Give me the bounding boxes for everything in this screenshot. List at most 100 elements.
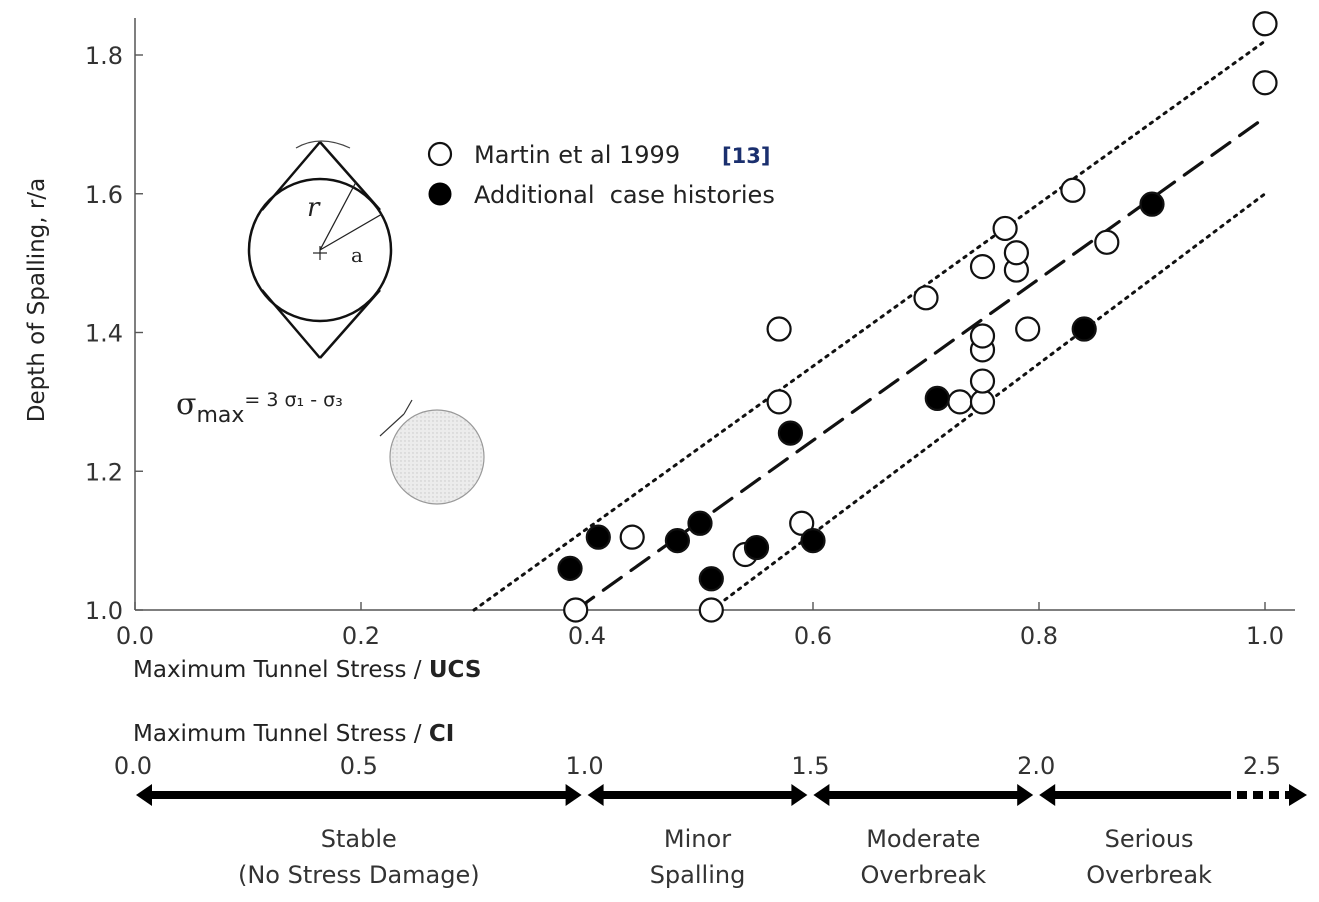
sigma-subscript: max	[196, 403, 244, 428]
zone-label-line2: Overbreak	[1086, 861, 1212, 889]
x-tick-label: 0.6	[794, 622, 832, 650]
y-tick-label: 1.4	[85, 320, 123, 348]
ci-tick-label: 1.5	[791, 752, 829, 780]
filled-data-point	[1071, 316, 1097, 342]
zone-label-line2: Overbreak	[860, 861, 986, 889]
ci-tick-label: 0.0	[114, 752, 152, 780]
y-tick-label: 1.2	[85, 458, 123, 486]
open-data-point	[563, 597, 589, 623]
legend-filled-marker	[428, 182, 452, 206]
trend-line-dotted	[709, 192, 1267, 612]
spall-notch-outline	[261, 141, 381, 359]
open-data-point	[789, 510, 815, 536]
legend-label-additional: Additional case histories	[474, 181, 775, 209]
ci-tick-labels: 0.0 0.5 1.0 1.5 2.0 2.5	[114, 752, 1281, 780]
y-axis-label: Depth of Spalling, r/a	[24, 178, 50, 422]
x-tick-label: 0.8	[1020, 622, 1058, 650]
legend-open-marker	[427, 141, 453, 167]
y-tick-label: 1.6	[85, 181, 123, 209]
open-data-point	[992, 215, 1018, 242]
open-data-point	[766, 316, 792, 342]
sigma-equation: = 3 σ₁ - σ₃	[244, 389, 342, 411]
legend-label-martin: Martin et al 1999	[474, 141, 680, 169]
x-axis-label-bold: UCS	[429, 657, 482, 683]
filled-data-point	[777, 420, 804, 446]
ci-axis-label-bold: CI	[429, 721, 454, 747]
ci-axis-label: Maximum Tunnel Stress / CI	[133, 721, 454, 747]
filled-data-point	[924, 385, 950, 412]
trend-lines	[472, 39, 1267, 612]
legend: Martin et al 1999 [13] Additional case h…	[427, 141, 775, 209]
zone-arrow-head-right	[565, 784, 582, 806]
zone-label-line2: Spalling	[650, 861, 746, 889]
x-axis-label-text: Maximum Tunnel Stress /	[133, 657, 429, 683]
x-tick-labels: 0.0 0.2 0.4 0.6 0.8 1.0	[116, 622, 1284, 650]
zone-label-line1: Stable	[321, 825, 397, 853]
open-data-point	[969, 368, 996, 394]
filled-data-point	[1139, 191, 1165, 217]
filled-data-point	[743, 534, 770, 561]
open-data-point	[1252, 11, 1278, 37]
open-data-point	[1252, 70, 1278, 96]
legend-ref: [13]	[722, 144, 770, 168]
sample-circle	[389, 409, 485, 505]
zone-label-line1: Minor	[664, 825, 731, 853]
ci-tick-label: 0.5	[340, 752, 378, 780]
open-data-point	[766, 389, 792, 415]
zone-label-line1: Moderate	[866, 825, 980, 853]
ci-zone-arrows	[136, 784, 1307, 806]
open-data-point	[913, 285, 939, 311]
y-tick-labels: 1.0 1.2 1.4 1.6 1.8	[85, 42, 123, 625]
zone-arrow-head-left	[136, 784, 152, 806]
zone-arrow-head-right	[1017, 784, 1034, 806]
ci-zone-labels: Stable (No Stress Damage) Minor Spalling Mod…	[238, 825, 1212, 889]
open-data-point	[1060, 177, 1086, 203]
open-data-point	[698, 597, 724, 623]
zone-arrow-head-left	[1039, 784, 1056, 806]
axes: 1.0 1.2 1.4 1.6 1.8 0.0 0.2 0.4 0.6 0.8 1.0	[85, 18, 1295, 650]
ci-tick-label: 2.0	[1017, 752, 1055, 780]
y-tick-label: 1.0	[85, 597, 123, 625]
filled-data-point	[557, 555, 583, 581]
open-data-point	[969, 389, 996, 415]
x-tick-label: 0.0	[116, 622, 154, 650]
open-data-point	[1015, 316, 1041, 342]
open-data-point	[1003, 240, 1030, 266]
r-label: r	[307, 193, 321, 223]
zone-arrow-head-left	[813, 784, 830, 806]
formula-arrow	[379, 413, 405, 437]
zone-arrow-head-left	[587, 784, 604, 806]
radius-r-line	[319, 181, 357, 251]
tunnel-circle	[247, 177, 393, 323]
open-data-point	[969, 253, 996, 280]
sigma-max-label: σmax= 3 σ₁ - σ₃	[176, 387, 343, 428]
top-arc	[295, 140, 351, 149]
filled-data-point	[698, 566, 724, 592]
x-axis-label: Maximum Tunnel Stress / UCS	[133, 657, 481, 683]
filled-data-point	[800, 528, 826, 554]
zone-label-line2: (No Stress Damage)	[238, 861, 480, 889]
x-tick-label: 0.4	[568, 622, 606, 650]
y-tick-label: 1.8	[85, 42, 123, 70]
zone-label-line1: Serious	[1105, 825, 1194, 853]
open-data-point	[947, 389, 973, 415]
ci-tick-label: 2.5	[1243, 752, 1281, 780]
tunnel-inset-diagram: r a	[247, 140, 393, 359]
a-label: a	[351, 243, 363, 267]
formula-arrow-tick	[403, 399, 413, 415]
ci-axis-label-text: Maximum Tunnel Stress /	[133, 721, 429, 747]
x-tick-label: 1.0	[1246, 622, 1284, 650]
filled-data-point	[687, 510, 713, 536]
open-data-point	[1094, 229, 1120, 255]
zone-arrow-head-right	[1289, 784, 1307, 806]
sigma-symbol: σ	[176, 387, 196, 422]
radius-a-line	[319, 213, 383, 251]
stress-formula: σmax= 3 σ₁ - σ₃	[176, 387, 485, 505]
data-points	[557, 11, 1278, 623]
y-tick-marks	[135, 54, 143, 611]
x-tick-label: 0.2	[342, 622, 380, 650]
trend-line-dotted	[472, 39, 1267, 612]
zone-arrow-head-right	[791, 784, 808, 806]
filled-data-point	[585, 524, 611, 550]
